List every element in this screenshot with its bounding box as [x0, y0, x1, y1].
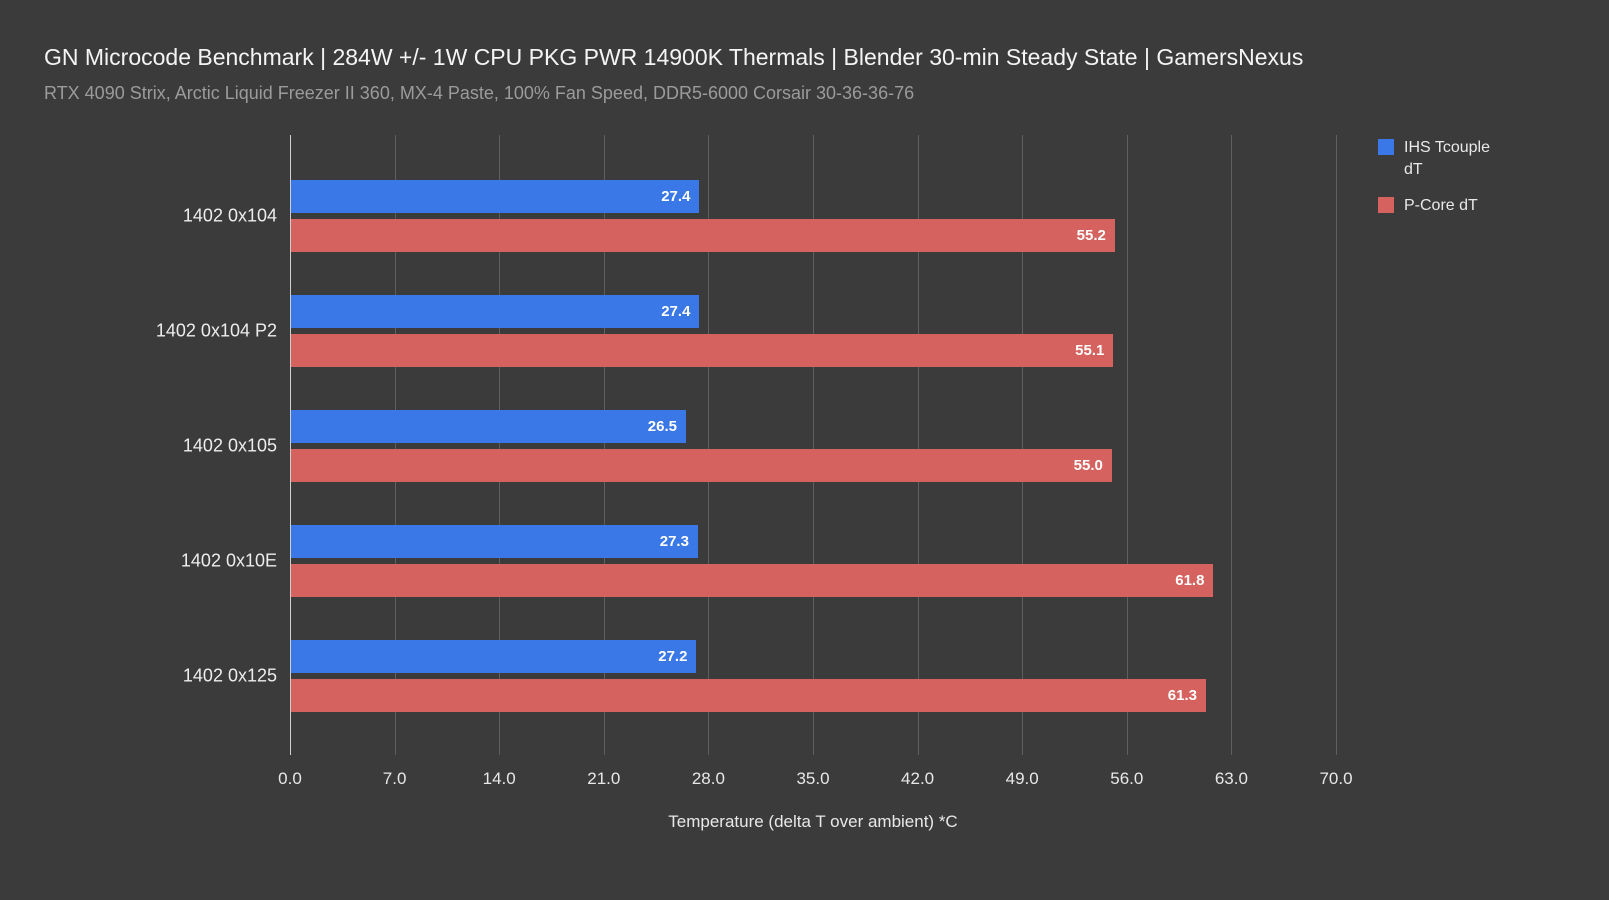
gridline [708, 135, 710, 755]
bar-value-label: 26.5 [647, 418, 677, 435]
x-tick-label: 42.0 [901, 769, 935, 788]
bar-ihs-tcouple: 27.4 [290, 295, 700, 328]
chart-title: GN Microcode Benchmark | 284W +/- 1W CPU… [44, 44, 1304, 70]
x-tick-label: 56.0 [1110, 769, 1144, 788]
legend-item-p-core: P-Core dT [1378, 195, 1528, 217]
bar-value-label: 27.4 [661, 303, 691, 320]
x-tick-label: 70.0 [1319, 769, 1353, 788]
legend-swatch-ihs-tcouple [1378, 139, 1394, 155]
chart-subtitle: RTX 4090 Strix, Arctic Liquid Freezer II… [44, 83, 915, 103]
x-tick-label: 49.0 [1005, 769, 1039, 788]
bar-ihs-tcouple: 26.5 [290, 410, 686, 443]
bar-p-core: 55.2 [290, 219, 1115, 252]
gridline [1231, 135, 1233, 755]
y-axis-line [290, 135, 291, 755]
chart-header: GN Microcode Benchmark | 284W +/- 1W CPU… [44, 44, 1565, 104]
x-tick-label: 0.0 [278, 769, 302, 788]
x-tick-label: 28.0 [691, 769, 725, 788]
category-label: 1402 0x104 P2 [155, 320, 277, 341]
bar-ihs-tcouple: 27.4 [290, 180, 700, 213]
bar-value-label: 27.2 [658, 648, 688, 665]
gridline [917, 135, 919, 755]
bar-p-core: 55.1 [290, 334, 1114, 367]
legend-item-ihs-tcouple: IHS Tcouple dT [1378, 137, 1528, 180]
gridline [394, 135, 396, 755]
category-label: 1402 0x105 [182, 435, 277, 456]
category-label: 1402 0x104 [182, 205, 277, 226]
bar-value-label: 61.3 [1167, 687, 1197, 704]
legend-label: IHS Tcouple dT [1404, 139, 1490, 178]
legend-label: P-Core dT [1404, 197, 1478, 215]
x-tick-label: 7.0 [382, 769, 407, 788]
category-label: 1402 0x125 [182, 665, 277, 686]
gridline [1126, 135, 1128, 755]
x-tick-label: 35.0 [796, 769, 830, 788]
bar-p-core: 61.8 [290, 564, 1214, 597]
bar-value-label: 27.3 [659, 533, 689, 550]
x-tick-label: 14.0 [482, 769, 516, 788]
plot-area: 0.0 7.0 14.0 21.0 28.0 35.0 42.0 49.0 56.0 63.0 70… [156, 135, 1353, 788]
legend: IHS Tcouple dT P-Core dT [1378, 137, 1528, 232]
gridline [1336, 135, 1337, 755]
bar-value-label: 27.4 [661, 188, 691, 205]
bar-ihs-tcouple: 27.2 [290, 640, 697, 673]
gridline [813, 135, 814, 755]
gridline [603, 135, 605, 755]
bar-ihs-tcouple: 27.3 [290, 525, 698, 558]
legend-swatch-p-core [1378, 197, 1394, 214]
bar-value-label: 61.8 [1175, 572, 1205, 589]
x-tick-label: 21.0 [587, 769, 621, 788]
bar-p-core: 61.3 [290, 679, 1206, 712]
gridline [499, 135, 501, 755]
bar-value-label: 55.0 [1073, 457, 1103, 474]
gridline [1022, 135, 1024, 755]
x-tick-label: 63.0 [1214, 769, 1248, 788]
bar-p-core: 55.0 [290, 449, 1112, 482]
x-axis-label: Temperature (delta T over ambient) *C [668, 812, 958, 831]
bar-value-label: 55.1 [1075, 342, 1105, 359]
category-label: 1402 0x10E [180, 550, 277, 571]
bar-value-label: 55.2 [1076, 227, 1106, 244]
